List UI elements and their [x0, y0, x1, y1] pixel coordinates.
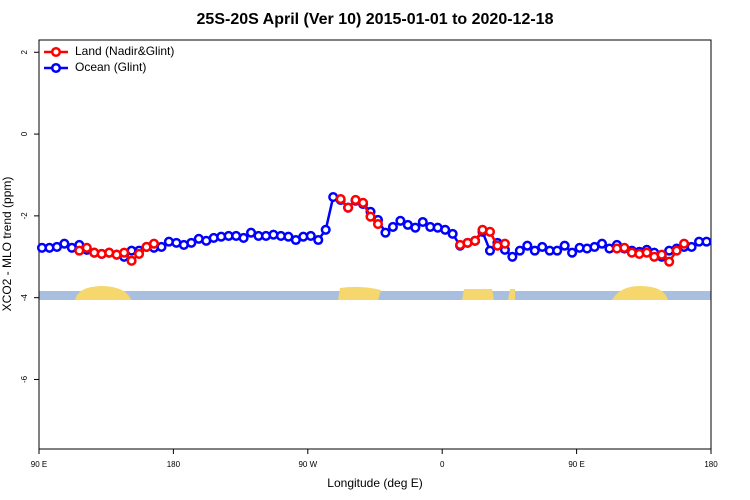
point — [567, 247, 578, 258]
point — [186, 237, 197, 248]
x-tick-label: 90 W — [298, 460, 317, 469]
y-axis-label: XCO2 - MLO trend (ppm) — [0, 177, 14, 312]
y-tick-label: -6 — [20, 375, 29, 383]
legend-label: Land (Nadir&Glint) — [75, 44, 174, 58]
point — [59, 238, 70, 249]
legend-marker — [50, 62, 62, 74]
point — [81, 242, 92, 253]
point — [410, 222, 421, 233]
point — [679, 238, 690, 249]
point — [470, 235, 481, 246]
point — [447, 228, 458, 239]
land-patch — [508, 289, 515, 300]
point — [514, 245, 525, 256]
point — [395, 215, 406, 226]
point — [343, 202, 354, 213]
point — [641, 247, 652, 258]
point — [664, 256, 675, 267]
point — [417, 216, 428, 228]
point — [313, 234, 324, 246]
point — [119, 247, 130, 258]
point — [484, 245, 496, 256]
point — [320, 224, 331, 235]
point — [365, 211, 376, 222]
x-axis-label: Longitude (deg E) — [327, 476, 422, 490]
x-tick-label: 180 — [704, 460, 718, 469]
point — [380, 227, 391, 238]
point — [372, 219, 384, 230]
point — [126, 255, 137, 266]
point — [134, 248, 145, 259]
point — [656, 249, 667, 260]
land-patch — [612, 286, 668, 300]
point — [522, 240, 533, 251]
x-tick-label: 90 E — [31, 460, 47, 469]
x-tick-label: 180 — [167, 460, 181, 469]
land-patch — [462, 289, 494, 300]
point — [238, 232, 249, 244]
land-ocean-strip — [39, 286, 711, 300]
point — [358, 197, 369, 208]
legend-label: Ocean (Glint) — [75, 60, 146, 74]
point — [701, 236, 712, 247]
point — [499, 238, 510, 249]
point — [335, 194, 346, 205]
land-patch — [75, 286, 131, 300]
point — [552, 245, 563, 256]
point — [305, 230, 316, 241]
y-tick-label: 2 — [20, 49, 29, 54]
point — [671, 245, 682, 256]
y-tick-label: -4 — [20, 294, 29, 302]
point — [148, 238, 160, 249]
point — [507, 251, 518, 262]
point — [537, 241, 548, 253]
point — [529, 245, 540, 256]
y-tick-label: -2 — [20, 212, 29, 220]
legend-marker — [50, 46, 62, 58]
x-tick-label: 90 E — [568, 460, 584, 469]
point — [619, 242, 630, 253]
chart-title: 25S-20S April (Ver 10) 2015-01-01 to 202… — [197, 11, 554, 28]
x-tick-label: 0 — [440, 460, 445, 469]
y-tick-label: 0 — [20, 131, 29, 136]
point — [484, 226, 496, 237]
point — [596, 238, 608, 249]
point — [559, 240, 570, 251]
land-patch — [338, 286, 381, 300]
point — [387, 221, 398, 232]
point — [440, 224, 451, 235]
